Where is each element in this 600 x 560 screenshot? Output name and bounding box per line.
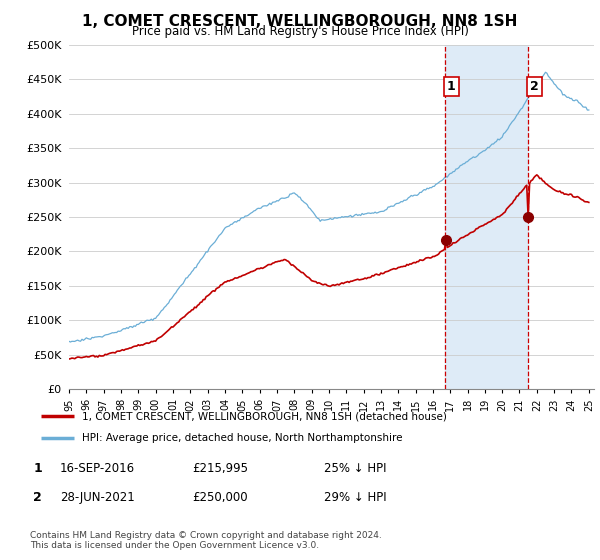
Text: HPI: Average price, detached house, North Northamptonshire: HPI: Average price, detached house, Nort… bbox=[82, 433, 403, 443]
Text: 2: 2 bbox=[530, 80, 538, 92]
Text: 28-JUN-2021: 28-JUN-2021 bbox=[60, 491, 135, 505]
Text: £250,000: £250,000 bbox=[192, 491, 248, 505]
Text: 25% ↓ HPI: 25% ↓ HPI bbox=[324, 462, 386, 475]
Text: 2: 2 bbox=[34, 491, 42, 505]
Text: 1, COMET CRESCENT, WELLINGBOROUGH, NN8 1SH (detached house): 1, COMET CRESCENT, WELLINGBOROUGH, NN8 1… bbox=[82, 411, 448, 421]
Text: Contains HM Land Registry data © Crown copyright and database right 2024.
This d: Contains HM Land Registry data © Crown c… bbox=[30, 530, 382, 550]
Text: Price paid vs. HM Land Registry's House Price Index (HPI): Price paid vs. HM Land Registry's House … bbox=[131, 25, 469, 38]
Text: 16-SEP-2016: 16-SEP-2016 bbox=[60, 462, 135, 475]
Text: 29% ↓ HPI: 29% ↓ HPI bbox=[324, 491, 386, 505]
Text: 1: 1 bbox=[447, 80, 455, 92]
Bar bbox=[445, 45, 528, 389]
Text: 1: 1 bbox=[34, 462, 42, 475]
Text: £215,995: £215,995 bbox=[192, 462, 248, 475]
Text: 1, COMET CRESCENT, WELLINGBOROUGH, NN8 1SH: 1, COMET CRESCENT, WELLINGBOROUGH, NN8 1… bbox=[82, 14, 518, 29]
